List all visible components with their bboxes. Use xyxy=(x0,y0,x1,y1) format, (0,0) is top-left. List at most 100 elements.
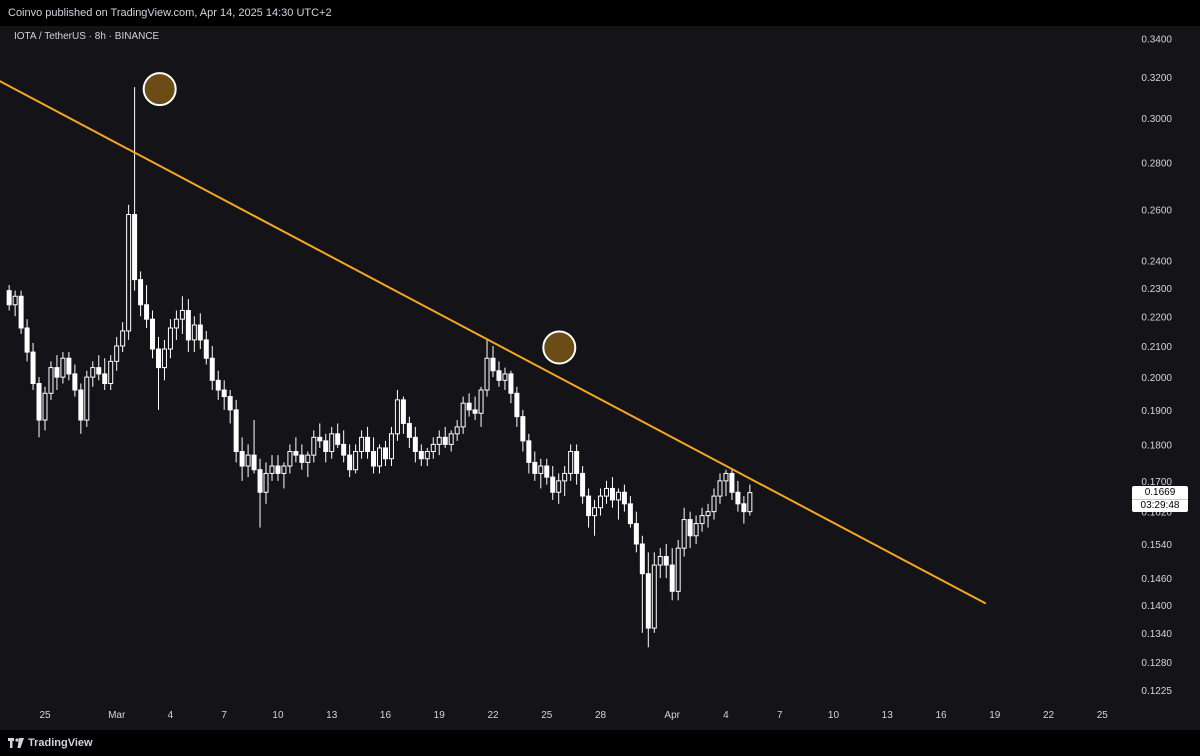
last-price-label: 0.1669 03:29:48 xyxy=(1132,485,1188,512)
candle-body-up xyxy=(263,472,269,493)
candle-body-down xyxy=(729,472,735,493)
candle-body-down xyxy=(406,422,412,438)
candle xyxy=(155,336,161,410)
time-axis-tick: 25 xyxy=(1097,710,1109,721)
candle-body-up xyxy=(681,519,687,549)
price-axis-tick: 0.2400 xyxy=(1141,257,1172,268)
candle xyxy=(96,355,102,381)
candle xyxy=(48,361,54,400)
candle xyxy=(478,386,484,427)
candle-body-down xyxy=(138,279,144,306)
price-axis-tick: 0.2300 xyxy=(1141,284,1172,295)
candle-body-down xyxy=(371,451,377,467)
candle xyxy=(329,426,335,459)
candle-body-down xyxy=(550,476,556,493)
candle-body-down xyxy=(741,503,747,513)
candle xyxy=(185,299,191,353)
candle-body-up xyxy=(245,454,251,467)
candle-body-up xyxy=(502,373,508,381)
candle-body-down xyxy=(251,454,257,471)
candle xyxy=(574,444,580,485)
candle-body-down xyxy=(257,469,263,493)
candle xyxy=(215,370,221,400)
candle-body-up xyxy=(42,392,48,421)
candle xyxy=(639,535,645,633)
candle-body-down xyxy=(347,454,353,471)
candlestick-chart[interactable]: 0.3400 0.3200 0.3000 0.2800 0.2600 0.2400 0.23… xyxy=(0,26,1200,730)
candle-body-down xyxy=(293,451,299,456)
candle xyxy=(663,543,669,579)
candle xyxy=(651,552,657,633)
candle-body-up xyxy=(717,480,723,497)
candle xyxy=(514,386,520,427)
time-axis-tick: Mar xyxy=(108,710,126,721)
candle xyxy=(191,316,197,353)
candle xyxy=(24,319,30,362)
candle xyxy=(598,488,604,516)
candle-body-down xyxy=(400,399,406,424)
price-axis-tick: 0.2200 xyxy=(1141,312,1172,323)
price-axis-tick: 0.1225 xyxy=(1141,686,1172,697)
candle xyxy=(747,484,753,516)
candle-body-up xyxy=(478,389,484,414)
candle-body-down xyxy=(323,440,329,453)
candle xyxy=(36,377,42,438)
candle-body-up xyxy=(60,357,66,378)
candle xyxy=(580,466,586,504)
candle-body-down xyxy=(687,519,693,537)
candle-body-down xyxy=(335,433,341,445)
candle xyxy=(72,364,78,397)
candle xyxy=(502,367,508,391)
candle xyxy=(353,444,359,474)
tradingview-logo-icon xyxy=(8,738,24,748)
candle xyxy=(484,339,490,397)
candle xyxy=(281,462,287,489)
candle-body-up xyxy=(173,318,179,329)
candle xyxy=(705,503,711,528)
candle-body-down xyxy=(442,436,448,445)
symbol-info: IOTA / TetherUS · 8h · BINANCE xyxy=(14,31,160,42)
candle-body-up xyxy=(592,507,598,517)
last-price-value: 0.1669 xyxy=(1144,486,1176,498)
candle-body-up xyxy=(484,357,490,391)
candle-body-down xyxy=(239,451,245,467)
candle xyxy=(472,396,478,421)
candle-body-down xyxy=(215,379,221,391)
time-axis-tick: 25 xyxy=(541,710,553,721)
price-axis-tick: 0.1620 xyxy=(1141,508,1172,519)
candle xyxy=(150,310,156,359)
candle xyxy=(269,455,275,481)
candle-body-down xyxy=(627,503,633,525)
candle-body-up xyxy=(430,443,436,453)
time-axis-tick: 4 xyxy=(723,710,729,721)
time-axis-tick: 10 xyxy=(828,710,840,721)
candle-body-up xyxy=(114,345,120,362)
time-axis-tick: 19 xyxy=(434,710,446,721)
candle xyxy=(538,458,544,489)
candle xyxy=(430,437,436,459)
candle-body-down xyxy=(508,373,514,394)
candle-body-down xyxy=(197,324,203,341)
candle xyxy=(102,358,108,391)
candle xyxy=(18,290,24,334)
candle xyxy=(400,396,406,434)
chart-frame[interactable]: 0.3400 0.3200 0.3000 0.2800 0.2600 0.2400 0.23… xyxy=(0,26,1200,730)
candle-body-down xyxy=(412,436,418,453)
candle-body-down xyxy=(633,523,639,545)
candle-body-down xyxy=(520,416,526,442)
candle xyxy=(126,204,132,340)
candle xyxy=(394,390,400,441)
candle-body-up xyxy=(377,447,383,467)
candle xyxy=(424,447,430,467)
candle-body-up xyxy=(120,330,126,347)
candle-body-up xyxy=(84,376,90,421)
candle-body-down xyxy=(365,436,371,453)
candle-body-down xyxy=(233,409,239,453)
candle xyxy=(251,420,257,474)
candle xyxy=(406,416,412,448)
candle xyxy=(592,499,598,536)
candle-body-down xyxy=(185,309,191,341)
candle xyxy=(711,488,717,520)
candle xyxy=(144,285,150,328)
time-axis-tick: 13 xyxy=(326,710,338,721)
